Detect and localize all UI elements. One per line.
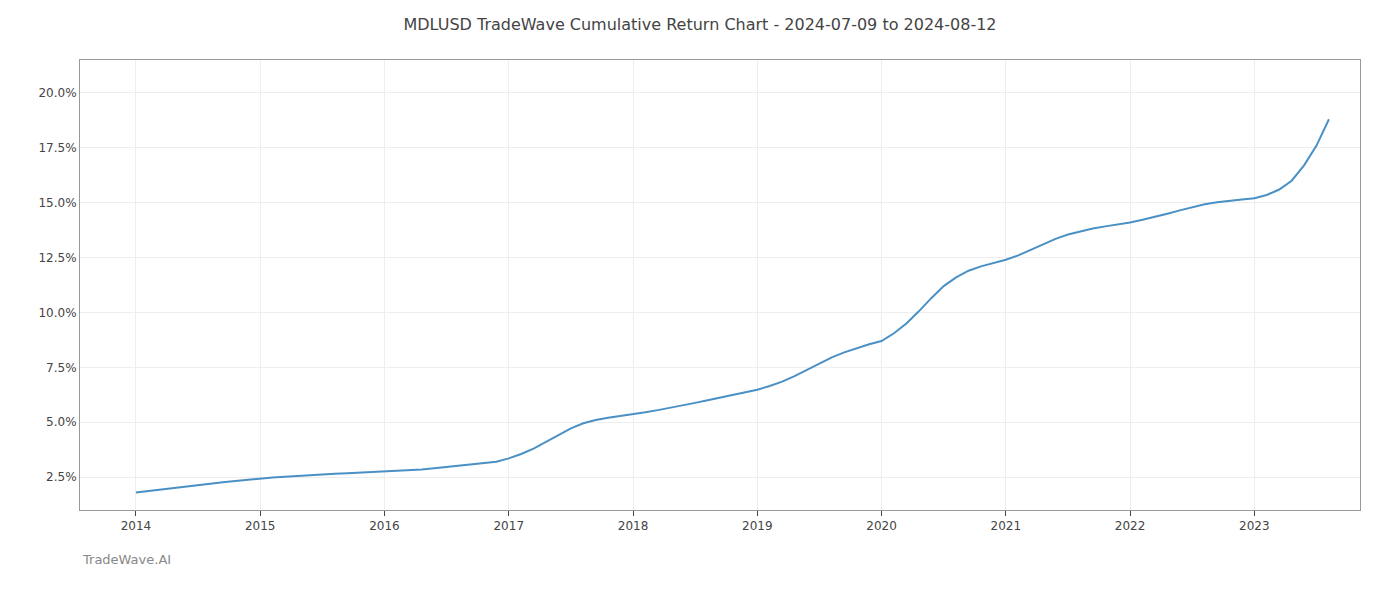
svg-text:MDLUSD TradeWave Cumulative Re: MDLUSD TradeWave Cumulative Return Chart… (403, 15, 996, 34)
svg-text:TradeWave.AI: TradeWave.AI (82, 552, 171, 567)
svg-text:2020: 2020 (866, 519, 897, 533)
svg-text:17.5%: 17.5% (38, 141, 76, 155)
svg-text:2019: 2019 (742, 519, 773, 533)
svg-text:2023: 2023 (1239, 519, 1270, 533)
svg-text:2017: 2017 (493, 519, 524, 533)
svg-text:20.0%: 20.0% (38, 86, 76, 100)
svg-text:2018: 2018 (618, 519, 649, 533)
svg-text:2015: 2015 (245, 519, 276, 533)
svg-text:12.5%: 12.5% (38, 251, 76, 265)
svg-text:10.0%: 10.0% (38, 306, 76, 320)
svg-text:2021: 2021 (991, 519, 1022, 533)
svg-text:7.5%: 7.5% (46, 361, 77, 375)
svg-text:2022: 2022 (1115, 519, 1146, 533)
svg-text:2014: 2014 (121, 519, 152, 533)
svg-text:15.0%: 15.0% (38, 196, 76, 210)
svg-text:2016: 2016 (369, 519, 400, 533)
svg-text:5.0%: 5.0% (46, 415, 77, 429)
svg-text:2.5%: 2.5% (46, 470, 77, 484)
